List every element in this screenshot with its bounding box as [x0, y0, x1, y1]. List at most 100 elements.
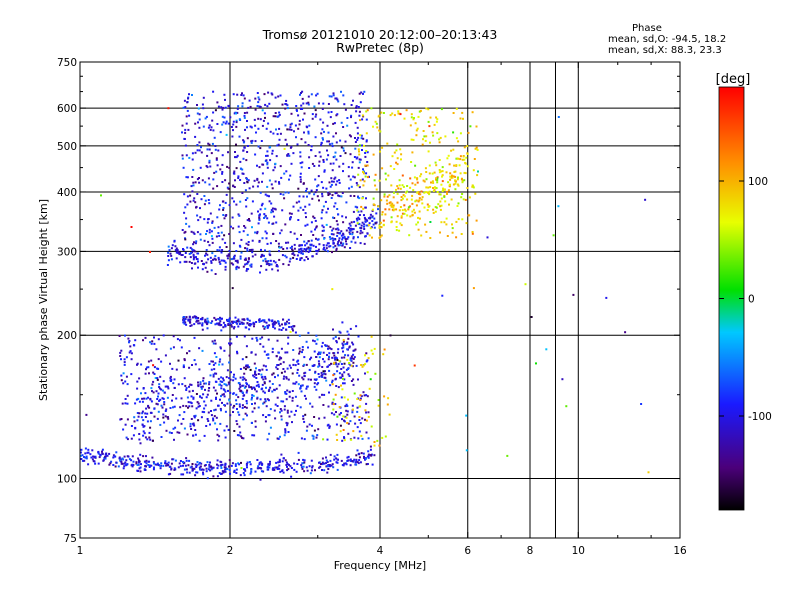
data-point	[280, 418, 283, 421]
data-point	[341, 375, 344, 378]
data-point	[153, 466, 155, 469]
data-point	[360, 395, 363, 398]
data-point	[378, 444, 381, 447]
data-point	[257, 210, 259, 213]
data-point	[432, 190, 435, 192]
data-point	[183, 427, 186, 430]
data-point	[410, 113, 413, 116]
data-point	[318, 199, 320, 202]
data-point	[219, 168, 222, 171]
data-point	[373, 179, 376, 182]
data-point	[183, 193, 186, 196]
data-point	[256, 105, 259, 107]
data-point	[262, 470, 265, 473]
data-point	[338, 244, 341, 247]
data-point	[152, 380, 155, 383]
data-point	[330, 233, 333, 236]
data-point	[268, 380, 271, 383]
data-point	[357, 216, 360, 219]
data-point	[254, 420, 257, 423]
data-point	[238, 434, 241, 437]
x-tick-label: 2	[227, 545, 234, 557]
data-point	[223, 395, 226, 398]
data-point	[204, 404, 207, 407]
data-point	[414, 122, 417, 125]
data-point	[164, 462, 167, 465]
data-point	[277, 461, 280, 464]
data-point	[193, 416, 196, 419]
data-point	[452, 175, 455, 178]
data-point	[291, 249, 294, 252]
data-point	[357, 462, 360, 465]
data-point	[273, 320, 276, 323]
data-point	[465, 449, 468, 452]
data-point	[419, 193, 422, 196]
data-point	[288, 395, 291, 398]
data-point	[115, 451, 118, 454]
data-point	[361, 231, 364, 234]
data-point	[285, 392, 288, 395]
data-point	[295, 381, 298, 384]
data-point	[123, 462, 126, 465]
data-point	[456, 183, 459, 186]
data-point	[313, 378, 316, 381]
data-point	[316, 250, 319, 253]
data-point	[389, 165, 392, 168]
data-point	[285, 464, 288, 466]
data-point	[197, 322, 200, 325]
data-point	[244, 199, 247, 201]
data-point	[358, 197, 361, 200]
data-point	[292, 382, 295, 385]
data-point	[472, 287, 475, 290]
data-point	[128, 458, 131, 461]
data-point	[361, 437, 364, 440]
data-point	[328, 95, 331, 98]
data-point	[153, 336, 155, 339]
data-point	[266, 438, 269, 441]
data-point	[198, 347, 201, 350]
data-point	[356, 206, 359, 209]
data-point	[239, 179, 242, 181]
data-point	[200, 462, 203, 465]
data-point	[432, 134, 435, 137]
data-point	[307, 101, 310, 104]
data-point	[298, 248, 301, 251]
data-point	[323, 462, 326, 465]
data-point	[176, 338, 179, 341]
data-point	[177, 250, 180, 253]
data-point	[286, 143, 288, 146]
data-point	[311, 113, 314, 116]
data-point	[220, 395, 222, 398]
data-point	[299, 172, 302, 175]
data-point	[325, 247, 328, 250]
data-point	[381, 167, 384, 170]
data-point	[364, 218, 367, 220]
data-point	[274, 417, 277, 420]
data-point	[141, 397, 144, 400]
data-point	[557, 116, 560, 118]
data-point	[358, 92, 361, 95]
data-point	[180, 397, 183, 400]
data-point	[320, 211, 323, 214]
data-point	[332, 162, 335, 165]
data-point	[428, 190, 431, 193]
data-point	[291, 252, 294, 255]
data-point	[278, 258, 281, 261]
data-point	[413, 211, 416, 214]
data-point	[396, 192, 399, 195]
data-point	[357, 148, 360, 151]
data-point	[302, 195, 305, 198]
data-point	[383, 195, 386, 198]
data-point	[350, 116, 352, 119]
data-point	[146, 420, 149, 423]
data-point	[327, 242, 330, 245]
data-point	[390, 216, 393, 219]
data-point	[411, 214, 414, 217]
data-point	[188, 225, 191, 228]
data-point	[250, 248, 253, 251]
data-point	[322, 138, 324, 141]
data-point	[254, 124, 257, 127]
data-point	[105, 452, 108, 455]
data-point	[225, 383, 227, 386]
data-point	[358, 430, 361, 433]
